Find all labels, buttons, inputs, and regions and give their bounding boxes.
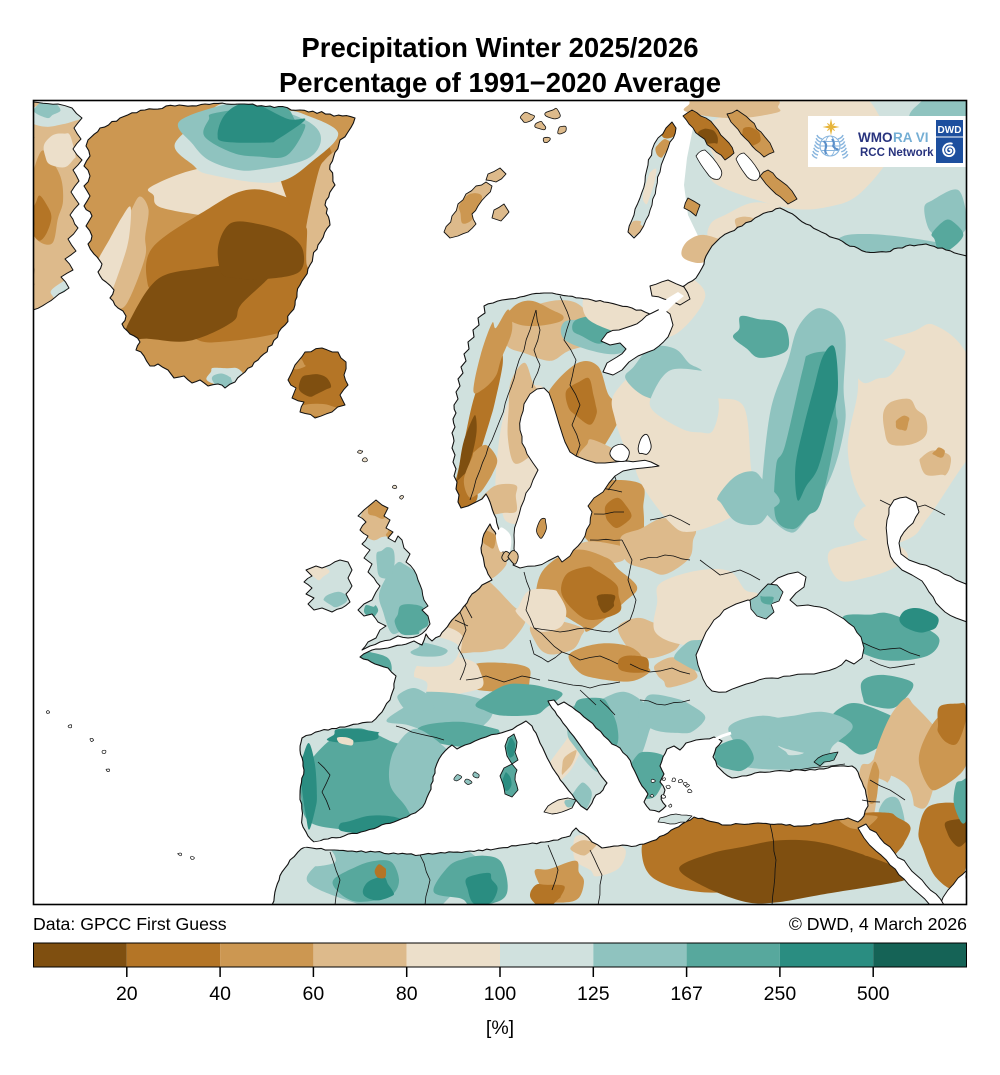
- svg-text:250: 250: [764, 983, 797, 1005]
- svg-text:60: 60: [303, 983, 325, 1005]
- svg-text:RA VI: RA VI: [893, 130, 929, 145]
- svg-text:© DWD, 4 March 2026: © DWD, 4 March 2026: [789, 914, 967, 934]
- svg-text:100: 100: [484, 983, 517, 1005]
- svg-text:Data: GPCC First Guess: Data: GPCC First Guess: [33, 914, 227, 934]
- svg-text:40: 40: [209, 983, 231, 1005]
- svg-text:20: 20: [116, 983, 138, 1005]
- svg-text:125: 125: [577, 983, 610, 1005]
- svg-text:WMO: WMO: [858, 130, 893, 145]
- svg-text:DWD: DWD: [938, 125, 962, 136]
- svg-text:Percentage of 1991−2020 Averag: Percentage of 1991−2020 Average: [279, 67, 721, 98]
- svg-text:Precipitation Winter 2025/2026: Precipitation Winter 2025/2026: [301, 32, 698, 63]
- svg-text:RCC Network: RCC Network: [860, 147, 934, 159]
- svg-text:500: 500: [857, 983, 890, 1005]
- svg-text:167: 167: [670, 983, 703, 1005]
- svg-text:80: 80: [396, 983, 418, 1005]
- svg-text:[%]: [%]: [486, 1017, 514, 1039]
